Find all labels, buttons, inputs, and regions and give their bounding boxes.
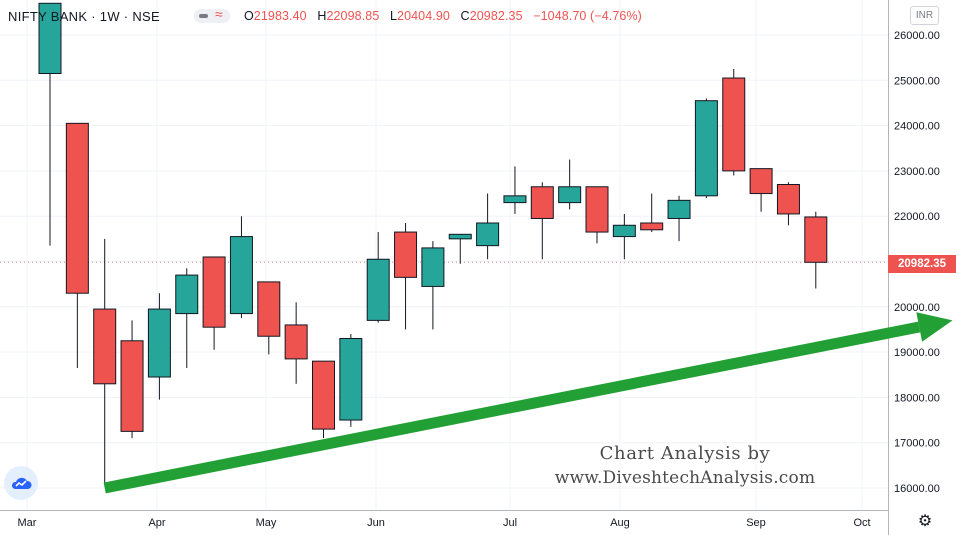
time-tick-label: Oct	[853, 517, 870, 529]
candle-up	[175, 274, 199, 315]
time-tick-label: Jun	[367, 517, 385, 529]
candle-up	[612, 224, 636, 238]
candle-up	[339, 338, 363, 421]
price-tick-label: 20000.00	[894, 302, 940, 314]
symbol-legend: NIFTY BANK · 1W · NSE ≈ O21983.40 H22098…	[8, 6, 649, 25]
candle-down	[202, 256, 226, 328]
candle-up	[366, 258, 390, 321]
time-tick-label: Sep	[746, 517, 766, 529]
time-tick-label: Jul	[503, 517, 517, 529]
currency-button[interactable]: INR	[910, 6, 939, 25]
price-tick-label: 23000.00	[894, 166, 940, 178]
wave-icon: ≈	[214, 6, 223, 22]
candle-down	[312, 360, 335, 430]
candle-down	[120, 340, 144, 432]
change-value: −1048.70 (−4.76%)	[533, 9, 642, 23]
price-tick-label: 22000.00	[894, 211, 940, 223]
candle-down	[394, 231, 418, 278]
candle-up	[448, 233, 472, 240]
candle-down	[93, 308, 117, 385]
candle-up	[476, 222, 500, 247]
candle-up	[421, 247, 445, 287]
watermark-line-1: Chart Analysis by	[599, 443, 771, 464]
trend-arrow-head	[916, 312, 953, 342]
candle-down	[530, 186, 554, 219]
price-tick-label: 18000.00	[894, 392, 940, 404]
price-tick-label: 17000.00	[894, 438, 940, 450]
cloud-logo-icon[interactable]	[4, 466, 38, 500]
price-tick-label: 26000.00	[894, 30, 940, 42]
time-tick-label: Mar	[18, 517, 37, 529]
price-tick-label: 25000.00	[894, 75, 940, 87]
gear-icon[interactable]: ⚙	[917, 513, 933, 530]
candle-down	[776, 183, 800, 215]
candle-up	[558, 186, 582, 204]
watermark-line-2: www.DiveshtechAnalysis.com	[554, 468, 816, 488]
symbol-title[interactable]: NIFTY BANK · 1W · NSE	[8, 8, 160, 24]
time-axis: Mar Apr May Jun Jul Aug Sep Oct	[18, 517, 871, 529]
candle-up	[503, 195, 527, 204]
candle-up	[147, 308, 171, 378]
indicator-visibility-toggle[interactable]: ≈	[193, 6, 230, 23]
candle-down	[749, 168, 773, 195]
candle-down	[722, 77, 746, 172]
price-tick-label: 24000.00	[894, 121, 940, 133]
candle-down	[284, 324, 308, 360]
trend-arrow	[103, 312, 953, 494]
close-value: 20982.35	[469, 9, 523, 23]
watermark: Chart Analysis by www.DiveshtechAnalysis…	[540, 442, 830, 490]
price-tick-label: 19000.00	[894, 347, 940, 359]
candle-down	[257, 281, 281, 337]
ohlc-values: O21983.40 H22098.85 L20404.90 C20982.35 …	[244, 9, 649, 23]
candle-down	[65, 122, 89, 294]
time-tick-label: May	[256, 517, 277, 529]
time-tick-label: Aug	[610, 517, 630, 529]
eye-icon	[198, 14, 208, 18]
candle-up	[667, 199, 691, 219]
candle-down	[585, 186, 609, 233]
candle-up	[38, 2, 62, 75]
open-label: O	[243, 9, 254, 23]
trend-arrow-shaft	[103, 321, 921, 494]
candle-down	[804, 216, 828, 263]
candle-up	[694, 100, 718, 197]
candle-down	[640, 222, 664, 231]
high-value: 22098.85	[326, 9, 380, 23]
close-label: C	[460, 9, 470, 23]
time-tick-label: Apr	[148, 517, 165, 529]
low-label: L	[389, 9, 398, 23]
last-price-label: 20982.35	[888, 255, 956, 273]
price-tick-label: 16000.00	[894, 483, 940, 495]
candle-up	[229, 236, 253, 315]
candlestick-series	[38, 2, 828, 484]
high-label: H	[317, 9, 327, 23]
open-value: 21983.40	[253, 9, 307, 23]
low-value: 20404.90	[397, 9, 450, 23]
